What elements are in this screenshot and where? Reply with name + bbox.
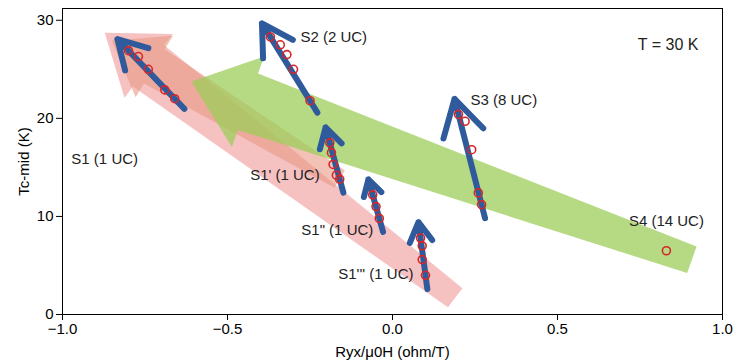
svg-text:S3 (8 UC): S3 (8 UC): [471, 91, 538, 108]
svg-text:0: 0: [45, 305, 54, 323]
svg-text:S1' (1 UC): S1' (1 UC): [250, 166, 320, 183]
svg-text:−1.0: −1.0: [48, 320, 78, 337]
svg-text:−0.5: −0.5: [213, 320, 243, 337]
svg-text:S1 (1 UC): S1 (1 UC): [71, 150, 138, 167]
svg-text:10: 10: [37, 207, 54, 224]
svg-text:0.0: 0.0: [382, 320, 403, 337]
svg-text:30: 30: [37, 11, 54, 28]
svg-text:S4 (14 UC): S4 (14 UC): [629, 212, 704, 229]
svg-text:S2 (2 UC): S2 (2 UC): [300, 28, 367, 45]
svg-text:S1''' (1 UC): S1''' (1 UC): [338, 265, 413, 282]
svg-text:Tc-mid (K): Tc-mid (K): [15, 127, 32, 195]
svg-text:T = 30 K: T = 30 K: [638, 36, 699, 53]
svg-text:Ryx/μ0H (ohm/T): Ryx/μ0H (ohm/T): [335, 343, 450, 360]
svg-text:1.0: 1.0: [712, 320, 733, 337]
svg-text:20: 20: [37, 109, 54, 126]
svg-text:0.5: 0.5: [547, 320, 568, 337]
svg-text:S1" (1 UC): S1" (1 UC): [301, 221, 373, 238]
